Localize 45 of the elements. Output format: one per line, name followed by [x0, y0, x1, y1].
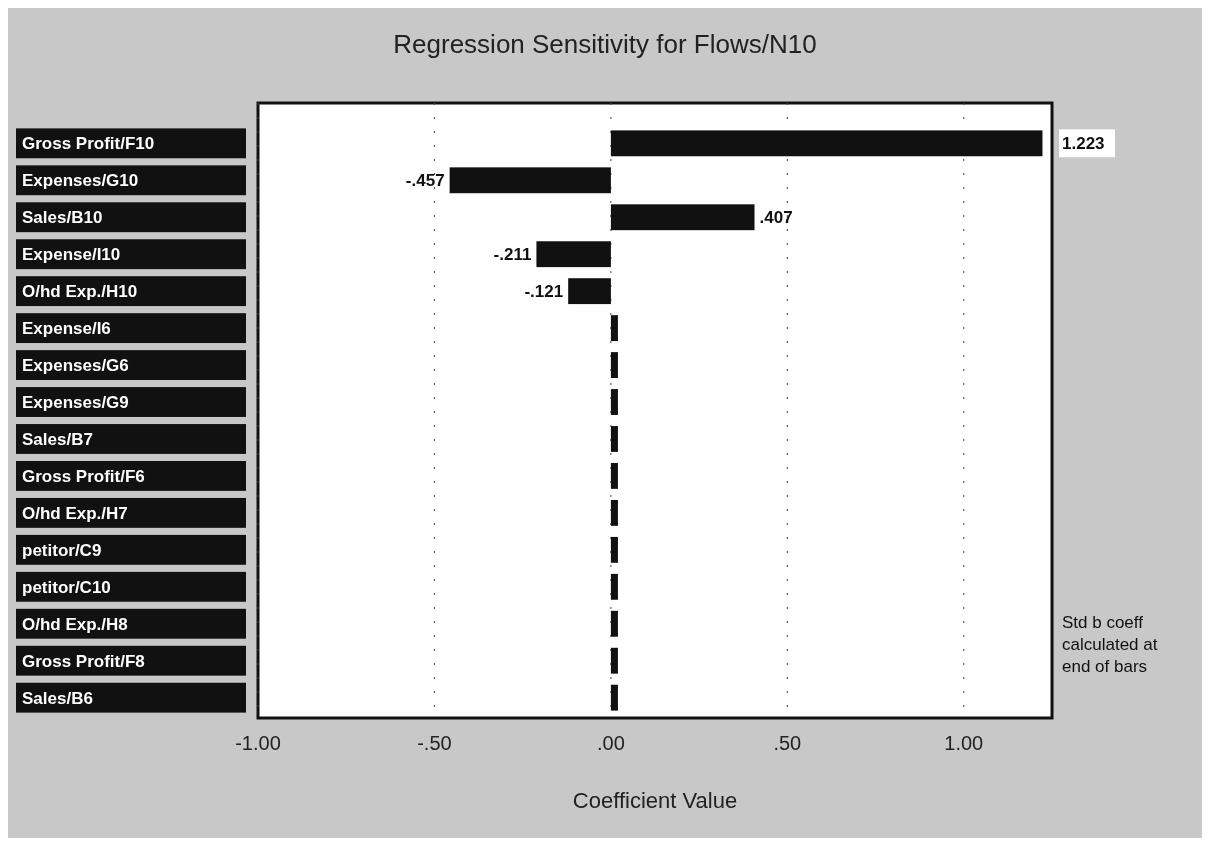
text: Std b coeff calculated at end of bars: [1062, 613, 1158, 676]
bar: [610, 499, 618, 526]
bar: [610, 684, 618, 711]
data-label: 1.223: [1062, 134, 1105, 154]
y-tick-label: Expenses/G9: [22, 392, 129, 412]
bar: [610, 610, 618, 637]
x-tick-label: .50: [773, 732, 802, 754]
x-tick-label: 1.00: [944, 732, 984, 754]
bar: [610, 204, 755, 231]
y-tick-label: Gross Profit/F6: [22, 466, 145, 486]
data-label: .407: [759, 208, 793, 228]
y-tick-label: Gross Profit/F8: [22, 651, 145, 671]
bar: [610, 536, 618, 563]
bar: [610, 352, 618, 378]
y-tick-label: petitor/C10: [22, 577, 111, 597]
bar: [610, 426, 618, 452]
bar: [610, 647, 618, 674]
y-tick-label: Sales/B6: [22, 688, 93, 708]
y-tick-label: O/hd Exp./H10: [22, 282, 138, 302]
bar: [610, 389, 618, 415]
y-tick-label: petitor/C9: [22, 540, 102, 560]
x-tick-label: .00: [596, 732, 625, 754]
data-label: -.457: [405, 171, 445, 191]
data-label: -.211: [493, 245, 532, 265]
x-tick-label: -.50: [417, 732, 452, 754]
y-tick-label: Sales/B10: [22, 208, 103, 228]
y-tick-label: Expenses/G10: [22, 171, 139, 191]
bar: [536, 241, 611, 268]
x-tick-label: -1.00: [235, 732, 281, 754]
data-label: -.121: [524, 282, 564, 302]
y-tick-label: Expense/I10: [22, 245, 121, 265]
bar: [568, 278, 611, 305]
y-tick-label: Expense/I6: [22, 319, 111, 339]
bar: [610, 463, 618, 489]
y-tick-label: Gross Profit/F10: [22, 134, 155, 154]
x-axis-title: Coefficient Value: [572, 788, 738, 813]
chart-title: Regression Sensitivity for Flows/N10: [393, 29, 817, 59]
y-tick-label: Expenses/G6: [22, 356, 129, 376]
bar: [610, 130, 1043, 157]
bar: [449, 167, 611, 194]
y-tick-label: O/hd Exp./H8: [22, 614, 128, 634]
bar: [610, 315, 618, 342]
y-tick-label: O/hd Exp./H7: [22, 503, 128, 523]
bar: [610, 573, 618, 600]
y-tick-label: Sales/B7: [22, 429, 93, 449]
